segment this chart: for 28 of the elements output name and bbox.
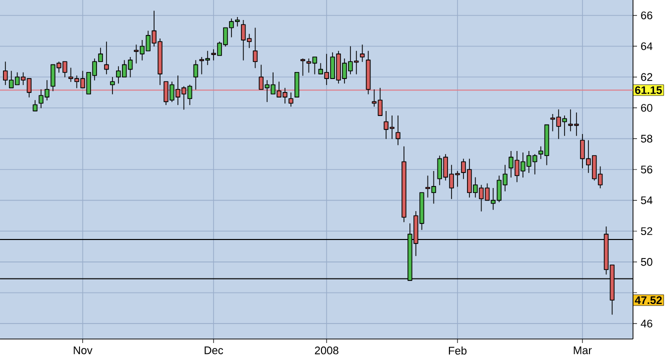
y-tick-label: 50 bbox=[640, 258, 652, 266]
candlestick bbox=[396, 115, 400, 146]
y-tick-label: 58 bbox=[640, 134, 652, 143]
ref-line-label: 61.15 bbox=[635, 86, 662, 94]
candlestick bbox=[110, 76, 115, 94]
y-tick-label: 52 bbox=[640, 227, 652, 236]
x-tick-label: Feb bbox=[448, 346, 467, 355]
y-tick-label: 62 bbox=[641, 73, 652, 81]
candlestick bbox=[366, 50, 371, 94]
candlestick bbox=[360, 44, 365, 62]
candlestick bbox=[252, 27, 258, 68]
y-tick-label: 60 bbox=[641, 104, 652, 112]
y-tick-label: 56 bbox=[640, 166, 652, 174]
text: 47.52 bbox=[634, 296, 662, 304]
candlestick bbox=[288, 92, 294, 107]
candlestick bbox=[104, 41, 109, 74]
x-tick-label: 2008 bbox=[314, 346, 338, 354]
candlestick bbox=[294, 72, 300, 98]
candlestick bbox=[402, 146, 406, 222]
y-tick-label: 54 bbox=[640, 196, 652, 204]
x-tick-label: Nov bbox=[74, 346, 92, 354]
x-tick-label: Dec bbox=[204, 346, 224, 354]
y-tick-label: 66 bbox=[641, 12, 652, 20]
y-tick-label: 64 bbox=[641, 42, 652, 50]
x-tick-label: Mar bbox=[574, 346, 592, 354]
candlestick bbox=[32, 100, 38, 112]
candlestick bbox=[193, 60, 198, 90]
y-tick-label: 46 bbox=[640, 320, 652, 328]
